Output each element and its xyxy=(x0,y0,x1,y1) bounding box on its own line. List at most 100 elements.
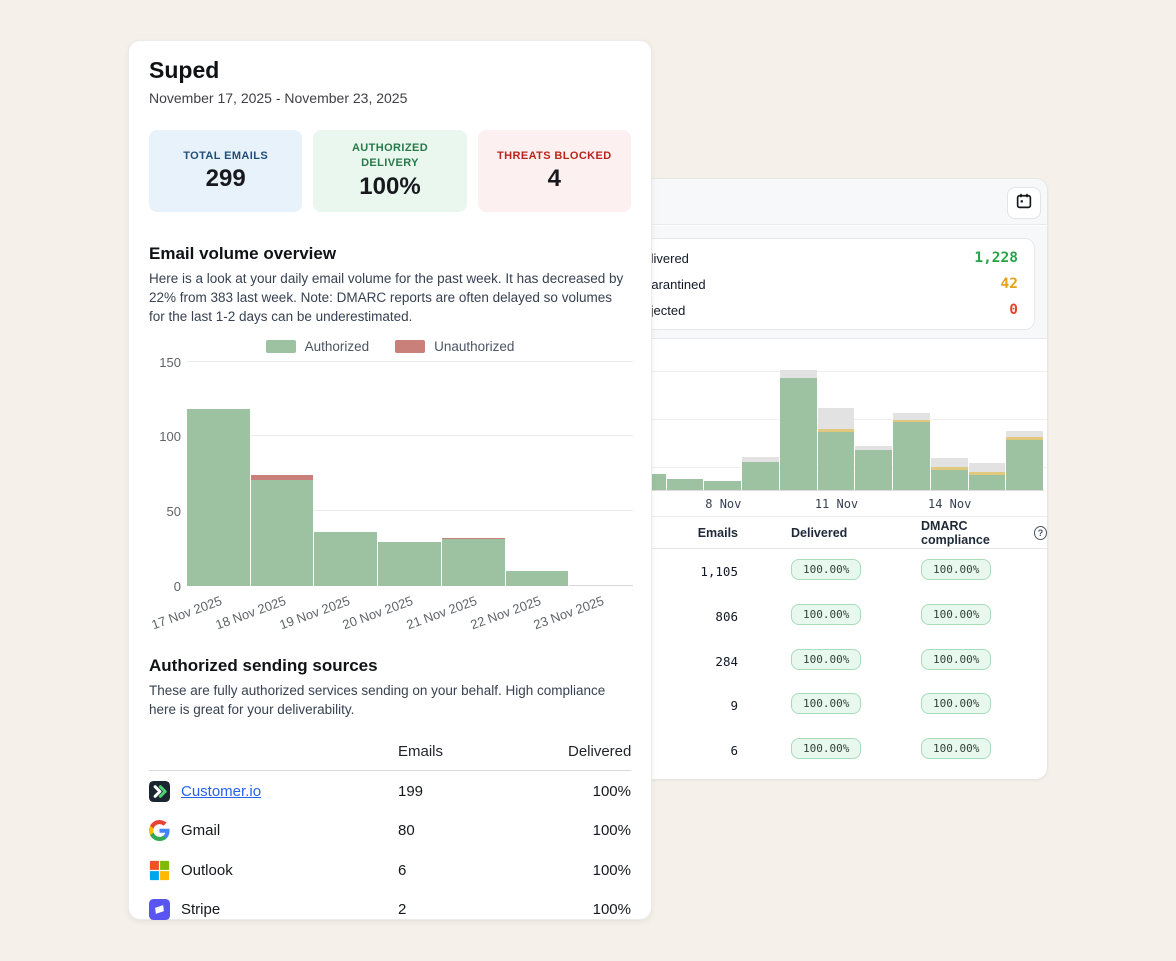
dmarc-badge: 100.00% xyxy=(921,738,992,760)
x-axis-label: 22 Nov 2025 xyxy=(468,592,543,632)
bar-other xyxy=(742,457,779,463)
source-delivered: 100% xyxy=(592,782,631,800)
table-row-outlook: Outlook 6 100% xyxy=(149,850,631,890)
bar-unauthorized xyxy=(441,537,506,540)
delivered-badge: 100.00% xyxy=(791,738,862,760)
column-header-delivered: Delivered xyxy=(568,743,632,761)
stat-threats-blocked: THREATS BLOCKED 4 xyxy=(477,130,631,212)
daily-volume-plot: 8 Nov 11 Nov 14 Nov xyxy=(605,346,1047,511)
dmarc-badge: 100.00% xyxy=(921,559,992,580)
stat-value: 299 xyxy=(205,165,246,193)
x-axis-label: 21 Nov 2025 xyxy=(404,592,479,632)
delivered-badge: 100.00% xyxy=(791,559,862,580)
gridline xyxy=(605,371,1047,372)
bar-authorized xyxy=(441,539,506,586)
stat-boxes: TOTAL EMAILS 299 AUTHORIZED DELIVERY 100… xyxy=(149,130,631,212)
volume-chart: 0 50 100 150 17 Nov 2025 18 Nov 2025 19 Nov 20… xyxy=(149,355,633,634)
bar-quarantined xyxy=(893,419,930,422)
page-title: Suped xyxy=(149,57,220,83)
source-link[interactable]: Customer.io xyxy=(181,782,262,800)
legend-item-authorized: Authorized xyxy=(265,339,369,354)
stat-value: 4 xyxy=(547,165,561,193)
x-axis-label: 8 Nov xyxy=(705,497,742,511)
gridline xyxy=(187,510,633,512)
bar-other xyxy=(855,446,893,451)
date-picker-button[interactable] xyxy=(1007,187,1041,219)
summary-value: 0 xyxy=(1009,302,1018,318)
column-header-emails: Emails xyxy=(398,743,444,761)
stat-value: 100% xyxy=(359,172,421,200)
bar-delivered xyxy=(666,478,704,490)
report-card: Suped November 17, 2025 - November 23, 2… xyxy=(128,40,652,921)
source-delivered: 100% xyxy=(592,901,631,919)
cell-emails: 9 xyxy=(730,698,738,714)
bar-delivered xyxy=(930,469,968,490)
stat-label: THREATS BLOCKED xyxy=(497,149,612,162)
legend-swatch xyxy=(395,339,426,353)
source-emails: 2 xyxy=(398,901,407,919)
compliance-table-header: Emails Delivered DMARC compliance ? xyxy=(605,516,1047,549)
compliance-table-body: 1,105 100.00% 100.00% 806 100.00% 100.00% 284 1… xyxy=(605,550,1047,774)
x-axis-label: 20 Nov 2025 xyxy=(340,592,416,632)
chart-legend: Authorized Unauthorized xyxy=(149,339,631,354)
delivered-badge: 100.00% xyxy=(791,693,862,715)
x-axis-label: 14 Nov xyxy=(927,497,972,511)
source-name: Outlook xyxy=(181,861,233,879)
bar-quarantined xyxy=(1006,437,1043,441)
bar-other xyxy=(817,407,855,430)
calendar-icon xyxy=(1015,192,1033,215)
bar-authorized xyxy=(505,570,570,586)
cell-emails: 806 xyxy=(715,608,738,624)
bar-delivered xyxy=(855,450,893,490)
y-axis-tick: 100 xyxy=(159,429,181,445)
daily-volume-chart: 8 Nov 11 Nov 14 Nov xyxy=(605,339,1047,516)
source-delivered: 100% xyxy=(592,822,631,840)
summary-row-delivered: Delivered 1,228 xyxy=(618,245,1034,271)
stat-total-emails: TOTAL EMAILS 299 xyxy=(149,130,303,212)
section-heading: Email volume overview xyxy=(149,244,337,263)
table-row: 284 100.00% 100.00% xyxy=(605,640,1047,685)
x-axis-label: 19 Nov 2025 xyxy=(277,592,352,632)
source-emails: 6 xyxy=(398,861,407,879)
section-description: These are fully authorized services send… xyxy=(149,682,606,717)
bar-quarantined xyxy=(930,466,968,470)
stat-authorized-delivery: AUTHORIZED DELIVERY 100% xyxy=(313,130,467,212)
source-delivered: 100% xyxy=(592,861,631,879)
outlook-logo-icon xyxy=(149,860,170,880)
bar-delivered xyxy=(742,462,779,490)
date-range: November 17, 2025 - November 23, 2025 xyxy=(149,90,408,106)
table-row-customerio: Customer.io 199 100% xyxy=(149,771,631,811)
delivered-badge: 100.00% xyxy=(791,648,862,670)
email-volume-section: Email volume overview Here is a look at … xyxy=(149,244,633,634)
table-row-gmail: Gmail 80 100% xyxy=(149,811,631,851)
sources-table: Emails Delivered Customer.io 199 100% xyxy=(149,743,631,929)
volume-chart-plot: 0 50 100 150 17 Nov 2025 18 Nov 2025 19 Nov 20… xyxy=(150,355,633,632)
sending-sources-section: Authorized sending sources These are ful… xyxy=(149,656,631,930)
cell-emails: 284 xyxy=(715,653,738,669)
bar-authorized xyxy=(378,542,442,586)
bar-authorized xyxy=(187,409,251,586)
x-axis-label: 18 Nov 2025 xyxy=(213,592,288,632)
bar-other xyxy=(779,370,817,379)
bar-delivered xyxy=(704,480,742,490)
x-axis-label: 11 Nov xyxy=(814,497,859,511)
bar-other xyxy=(968,463,1006,473)
dashboard-card: Delivered 1,228 Quarantined 42 Rejected … xyxy=(604,178,1048,780)
bar-quarantined xyxy=(968,472,1006,476)
summary-row-quarantined: Quarantined 42 xyxy=(618,271,1034,297)
column-header-emails: Emails xyxy=(697,525,738,540)
customerio-logo-icon xyxy=(149,780,170,802)
summary-row-rejected: Rejected 0 xyxy=(618,297,1034,323)
dmarc-badge: 100.00% xyxy=(921,648,992,670)
bar-delivered xyxy=(817,431,855,490)
bar-delivered xyxy=(893,421,930,490)
help-icon[interactable]: ? xyxy=(1034,525,1047,540)
y-axis-tick: 150 xyxy=(159,354,181,370)
delivery-summary-section: Delivered 1,228 Quarantined 42 Rejected … xyxy=(605,226,1047,339)
bar-unauthorized xyxy=(250,475,315,480)
bar-other xyxy=(893,412,930,420)
sources-table-header: Emails Delivered xyxy=(149,743,632,772)
delivered-badge: 100.00% xyxy=(791,603,862,625)
bar-authorized xyxy=(314,531,379,586)
x-axis-label: 17 Nov 2025 xyxy=(149,592,224,632)
